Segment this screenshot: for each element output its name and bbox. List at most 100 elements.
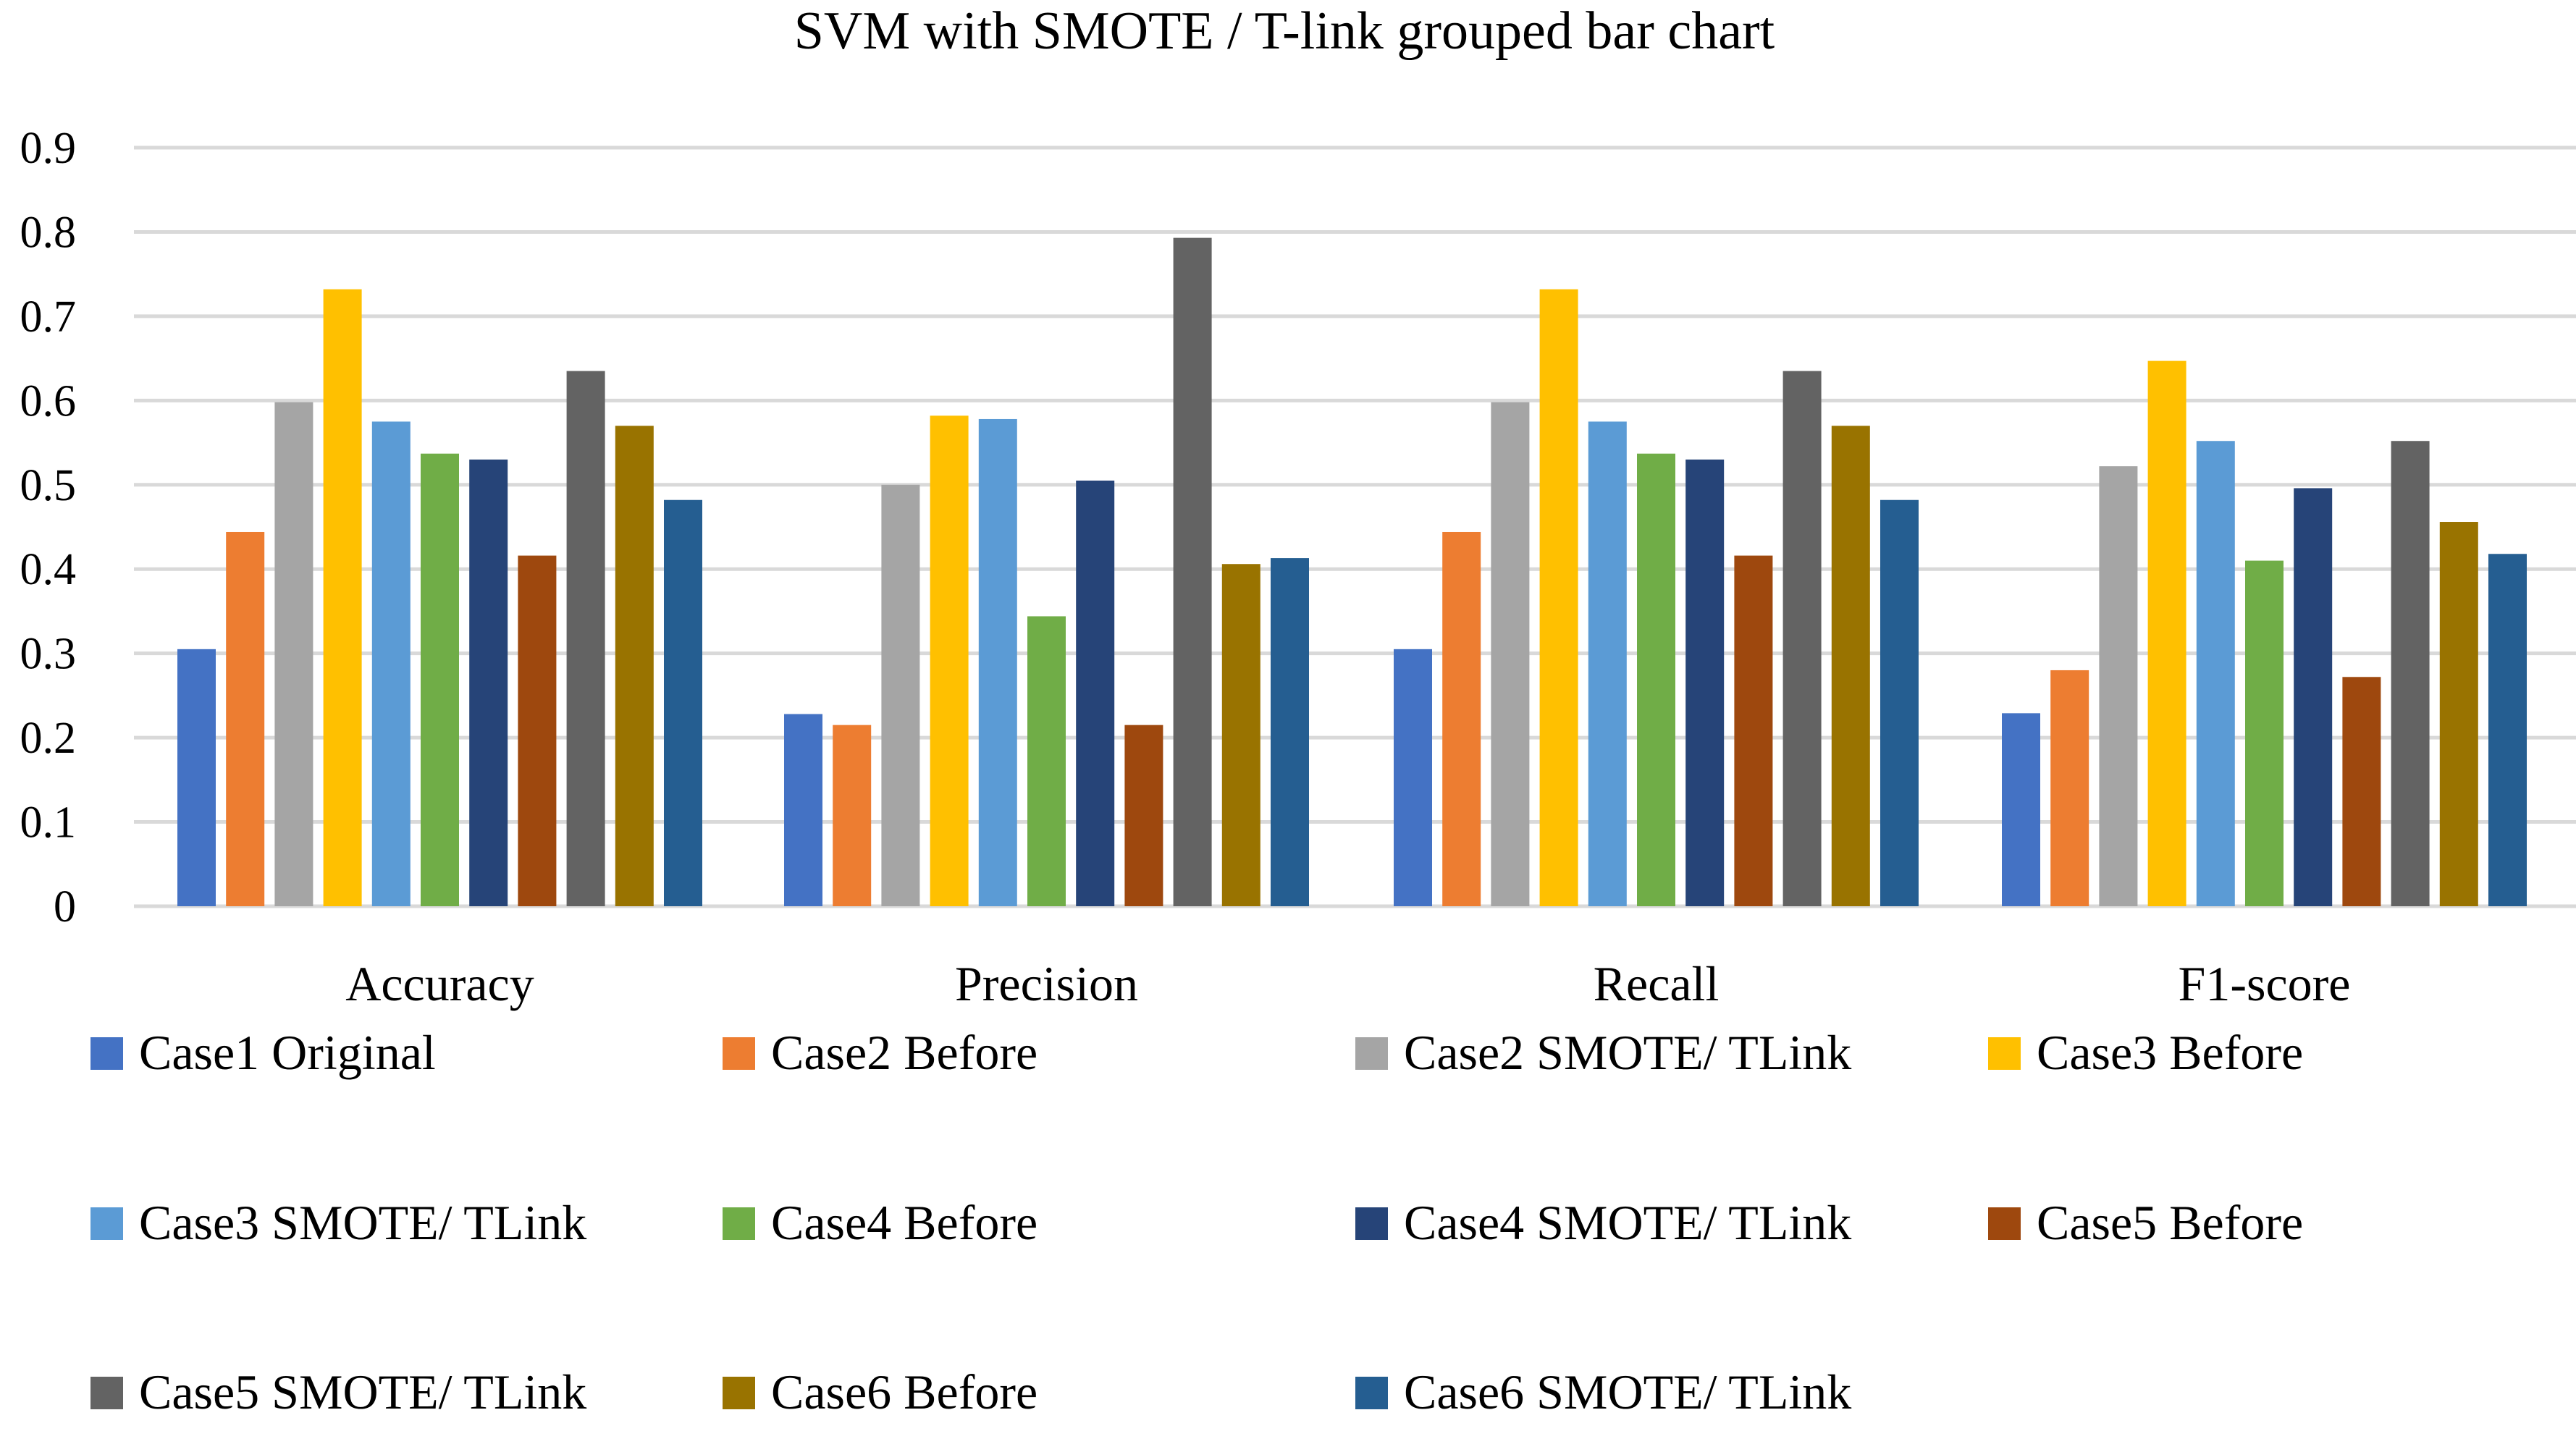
y-tick-label: 0.6 [20,376,77,426]
bar [2488,554,2527,906]
legend-swatch [1988,1037,2021,1070]
bar [1394,649,1432,906]
bar [1173,237,1212,906]
legend-item: Case5 SMOTE/ TLink [91,1364,586,1419]
bar [2245,560,2284,906]
legend-label: Case6 SMOTE/ TLink [1404,1364,1851,1419]
bar [1637,453,1675,906]
y-tick-label: 0.8 [20,208,77,257]
bar [177,649,216,906]
bar [2099,466,2138,906]
bar [226,531,265,906]
bar-group-recall [1394,289,1919,906]
bar [1588,421,1627,906]
bar [1221,564,1260,906]
bar [421,453,459,906]
legend-swatch [91,1037,123,1070]
legend-item: Case3 SMOTE/ TLink [91,1195,586,1250]
bar [2002,713,2040,906]
y-tick-label: 0.3 [20,630,77,679]
bar [2050,670,2089,906]
x-category-label: Precision [955,956,1138,1011]
bar [323,289,362,906]
legend-label: Case2 SMOTE/ TLink [1404,1025,1851,1080]
y-tick-label: 0.4 [20,545,77,594]
legend-label: Case4 SMOTE/ TLink [1404,1195,1851,1250]
legend-label: Case5 Before [2037,1195,2303,1250]
legend-item: Case3 Before [1988,1025,2303,1080]
bar [1782,371,1822,906]
bar [1734,555,1773,906]
legend-item: Case6 SMOTE/ TLink [1355,1364,1851,1419]
legend: Case1 Original Case2 Before Case2 SMOTE/ T… [91,1025,2303,1419]
chart-title: SVM with SMOTE / T-link grouped bar char… [794,1,1775,61]
x-category-label: F1-score [2179,956,2351,1011]
bar [1491,402,1530,906]
legend-label: Case3 SMOTE/ TLink [139,1195,586,1250]
bar [615,426,654,906]
bar [1027,616,1066,906]
legend-item: Case6 Before [723,1364,1037,1419]
legend-item: Case4 SMOTE/ TLink [1355,1195,1851,1250]
bar [518,555,557,906]
legend-label: Case1 Original [139,1025,436,1080]
bar [930,415,969,906]
legend-label: Case6 Before [771,1364,1037,1419]
legend-swatch [91,1377,123,1409]
bar [1831,426,1870,906]
legend-item: Case2 SMOTE/ TLink [1355,1025,1851,1080]
bar [2147,360,2186,906]
legend-swatch [91,1207,123,1240]
legend-swatch [723,1037,755,1070]
legend-label: Case2 Before [771,1025,1037,1080]
y-tick-label: 0.1 [20,798,77,848]
y-tick-label: 0.5 [20,461,77,510]
x-category-label: Accuracy [345,956,534,1011]
bar [664,499,702,906]
bar [784,714,822,906]
bar-group-f1-score [2002,360,2527,906]
bar [274,402,313,906]
bar [1076,480,1115,906]
legend-item: Case1 Original [91,1025,436,1080]
y-tick-label: 0.9 [20,124,77,173]
bar [566,371,605,906]
bar [2196,441,2235,906]
bar [833,725,872,906]
bar [2391,441,2430,906]
bar-group-accuracy [177,289,702,906]
bars [177,237,2527,906]
legend-swatch [723,1377,755,1409]
legend-swatch [1988,1207,2021,1240]
x-category-label: Recall [1594,956,1720,1011]
bar [1539,289,1578,906]
bar [2342,677,2381,906]
legend-swatch [1355,1377,1388,1409]
legend-item: Case4 Before [723,1195,1037,1250]
legend-label: Case3 Before [2037,1025,2303,1080]
bar [1271,558,1309,906]
bar [2294,488,2333,906]
bar [1685,459,1725,906]
bar [1880,499,1919,906]
legend-label: Case4 Before [771,1195,1037,1250]
legend-item: Case5 Before [1988,1195,2303,1250]
bar [469,459,508,906]
bar-group-precision [784,237,1309,906]
bar [1442,531,1481,906]
y-tick-label: 0.2 [20,714,77,763]
y-tick-label: 0.7 [20,292,77,342]
legend-label: Case5 SMOTE/ TLink [139,1364,586,1419]
legend-item: Case2 Before [723,1025,1037,1080]
legend-swatch [1355,1037,1388,1070]
legend-swatch [723,1207,755,1240]
bar [2439,522,2478,906]
bar [978,418,1017,906]
y-axis-tick-labels: 0 0.1 0.2 0.3 0.4 0.5 0.6 0.7 0.8 0.9 [20,124,77,932]
x-axis-category-labels: Accuracy Precision Recall F1-score [345,956,2350,1011]
y-tick-label: 0 [54,882,76,932]
bar [1124,725,1163,906]
bar [881,484,920,906]
